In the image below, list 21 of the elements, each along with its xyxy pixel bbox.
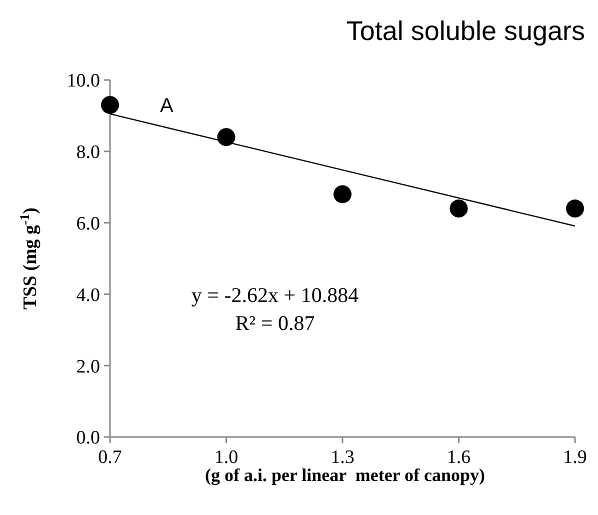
point xyxy=(217,128,236,146)
point xyxy=(334,185,352,204)
y-tick-label: 2.0 xyxy=(76,356,100,378)
x-tick-label: 1.3 xyxy=(330,447,354,468)
y-tick-label: 6.0 xyxy=(76,213,100,234)
y-tick-label: 4.0 xyxy=(76,284,100,306)
chart-title: Total soluble sugars xyxy=(346,16,585,46)
x-tick-label: 1.9 xyxy=(563,447,587,468)
annotation: A xyxy=(160,95,174,117)
annotation: y = -2.62x + 10.884 xyxy=(191,283,360,307)
y-tick-label: 10.0 xyxy=(66,70,100,92)
x-tick-label: 0.7 xyxy=(98,447,122,468)
annotation: R² = 0.87 xyxy=(235,311,315,335)
point xyxy=(450,200,468,218)
x-tick-label: 1.0 xyxy=(214,447,238,468)
y-tick-label: 8.0 xyxy=(76,142,100,164)
point xyxy=(101,96,119,114)
y-tick-label: 0.0 xyxy=(76,428,100,449)
x-axis-title: (g of a.i. per linear meter of canopy) xyxy=(205,465,485,485)
point xyxy=(566,200,584,218)
x-tick-label: 1.6 xyxy=(446,447,471,468)
